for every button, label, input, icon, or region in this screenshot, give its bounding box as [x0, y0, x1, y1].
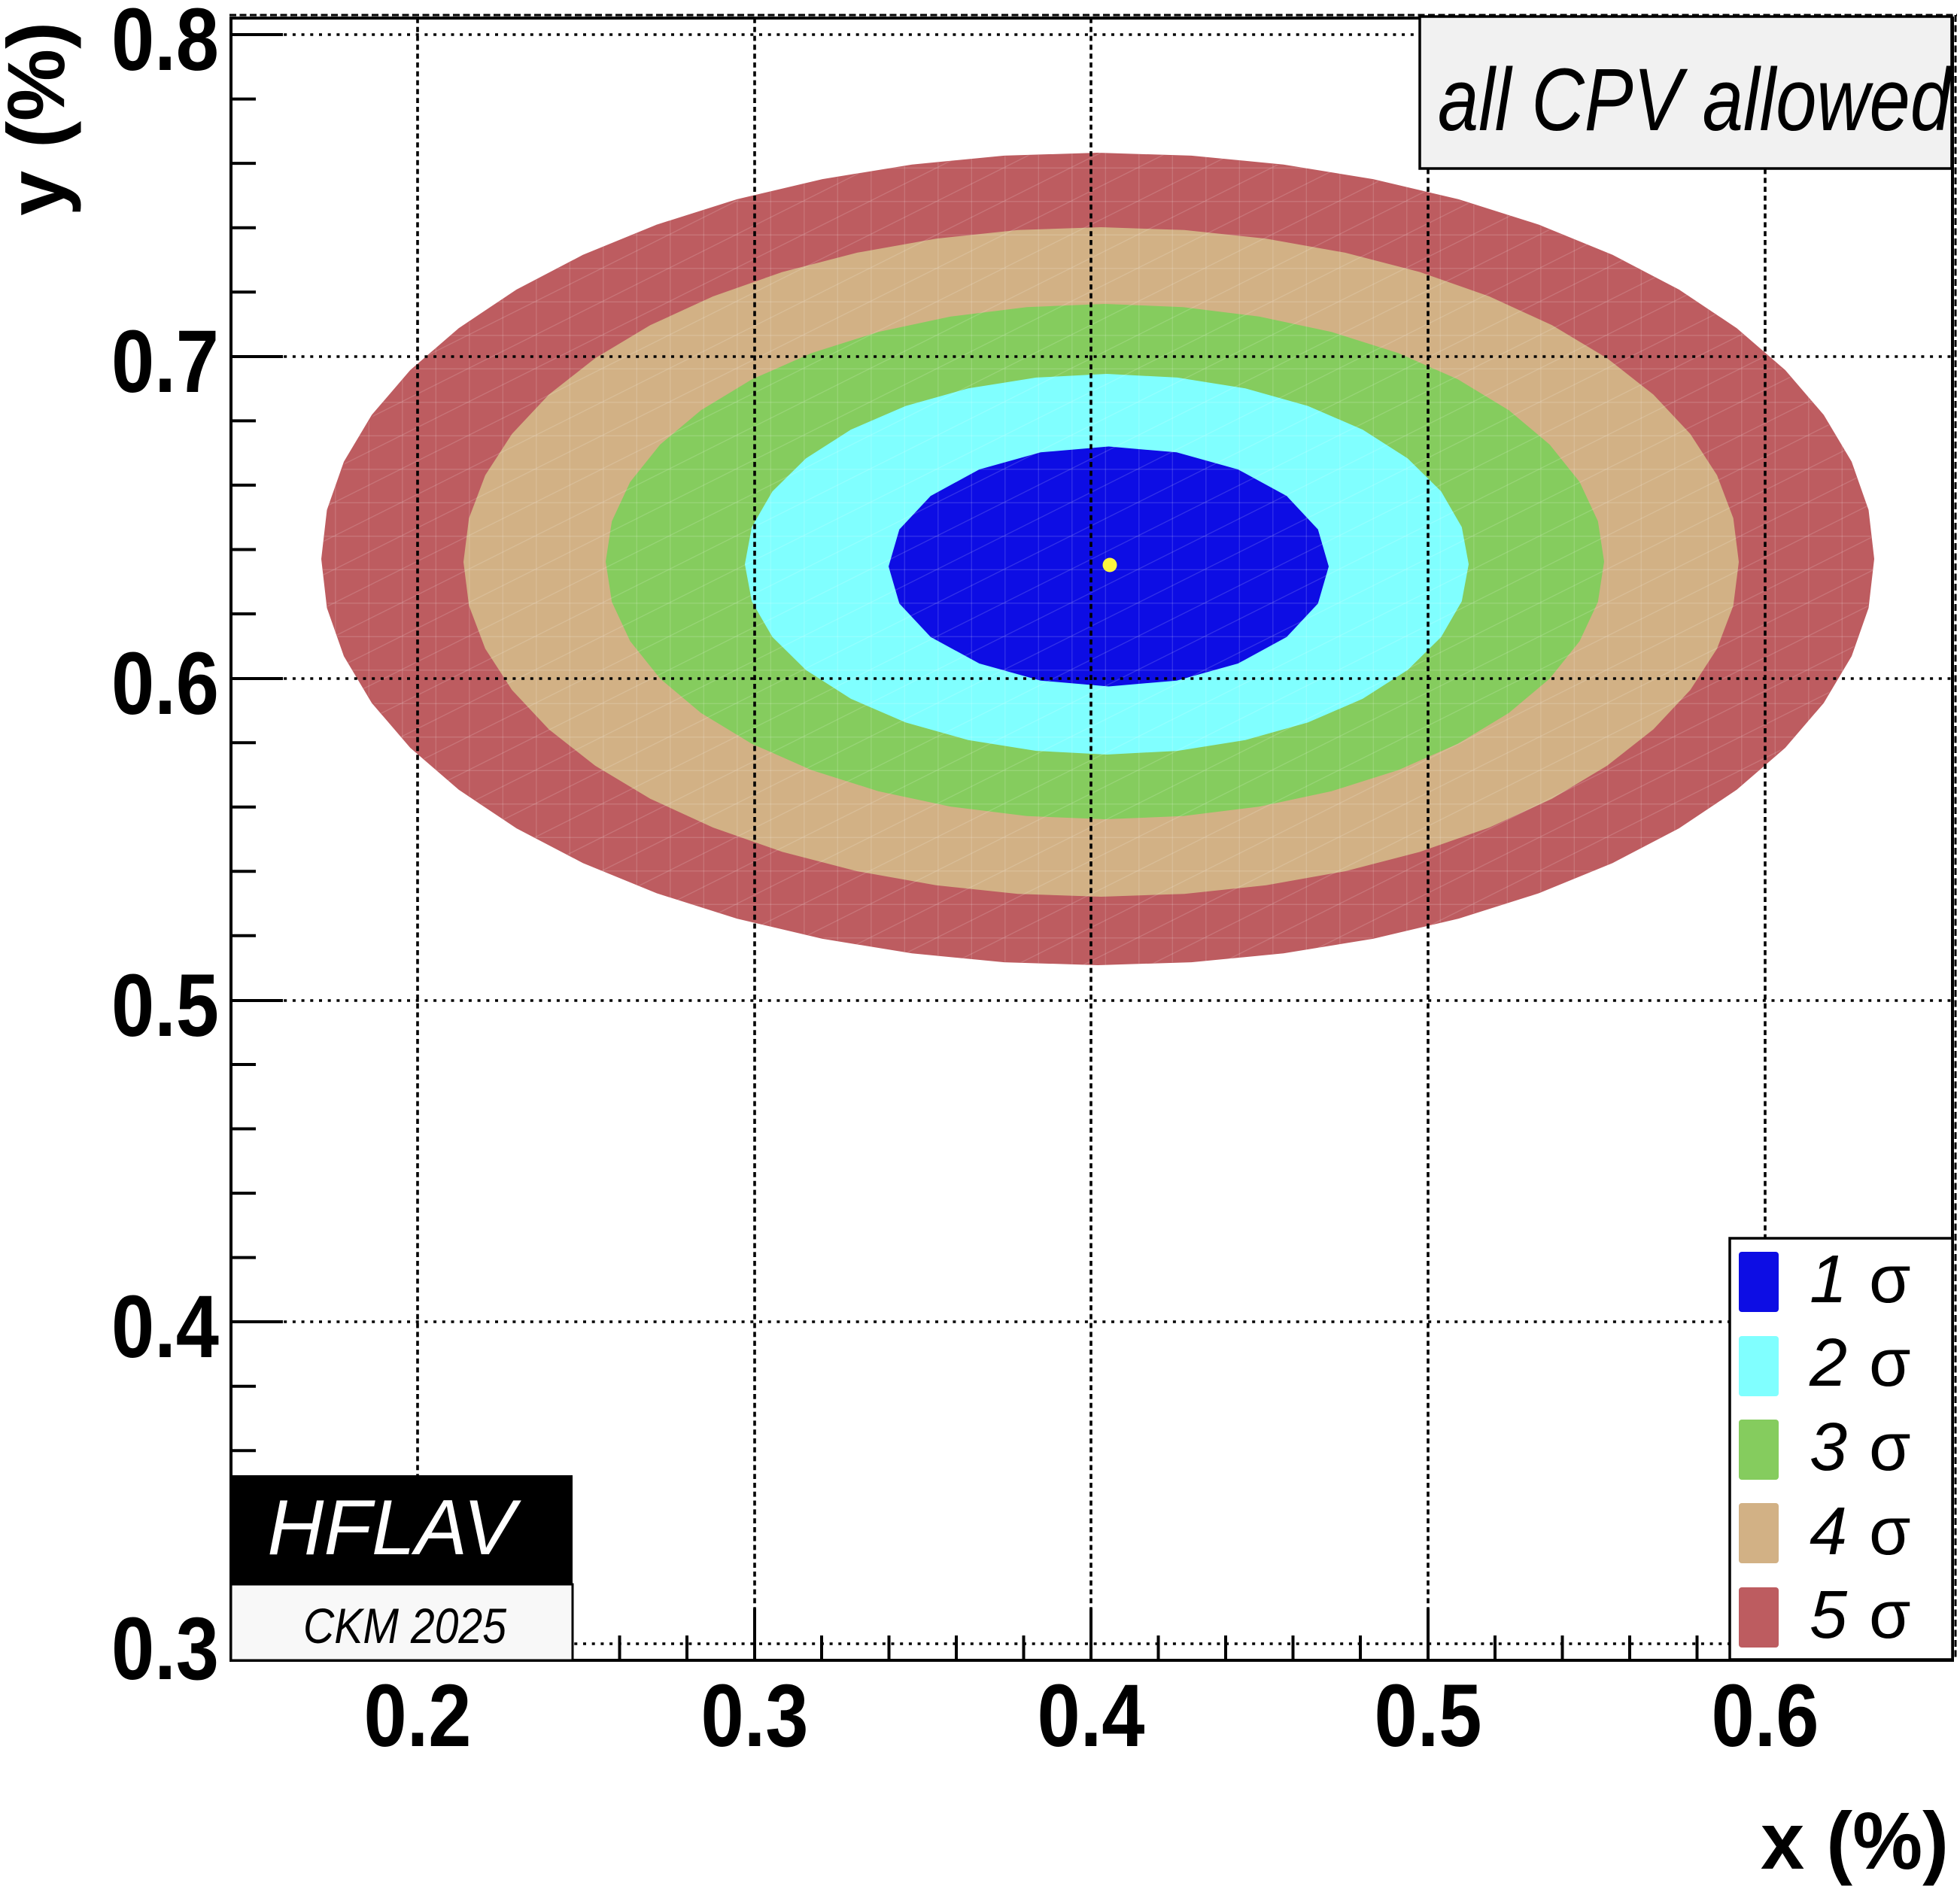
svg-text:0.6: 0.6	[1712, 1666, 1819, 1766]
svg-text:CKM 2025: CKM 2025	[303, 1598, 506, 1654]
svg-text:all CPV allowed: all CPV allowed	[1438, 50, 1953, 150]
svg-text:0.4: 0.4	[1038, 1666, 1145, 1766]
svg-text:σ: σ	[1869, 1242, 1911, 1317]
svg-text:σ: σ	[1869, 1326, 1911, 1401]
svg-text:0.8: 0.8	[111, 0, 219, 90]
svg-text:0.6: 0.6	[111, 634, 219, 733]
svg-text:2: 2	[1809, 1326, 1847, 1401]
svg-text:y (%): y (%)	[0, 22, 81, 216]
svg-text:x (%): x (%)	[1761, 1795, 1949, 1886]
svg-text:1: 1	[1810, 1242, 1847, 1317]
svg-text:0.3: 0.3	[701, 1666, 809, 1766]
svg-text:σ: σ	[1869, 1578, 1911, 1653]
svg-text:0.2: 0.2	[364, 1666, 472, 1766]
svg-text:3: 3	[1810, 1410, 1847, 1485]
svg-text:0.5: 0.5	[111, 956, 219, 1055]
svg-text:HFLAV: HFLAV	[267, 1484, 521, 1572]
svg-text:0.5: 0.5	[1375, 1666, 1482, 1766]
svg-text:σ: σ	[1869, 1494, 1911, 1569]
svg-text:0.4: 0.4	[111, 1277, 219, 1377]
svg-text:0.3: 0.3	[111, 1599, 219, 1699]
svg-text:4: 4	[1810, 1494, 1847, 1569]
svg-text:0.7: 0.7	[111, 312, 219, 412]
svg-text:σ: σ	[1869, 1410, 1911, 1485]
svg-text:5: 5	[1810, 1578, 1848, 1653]
